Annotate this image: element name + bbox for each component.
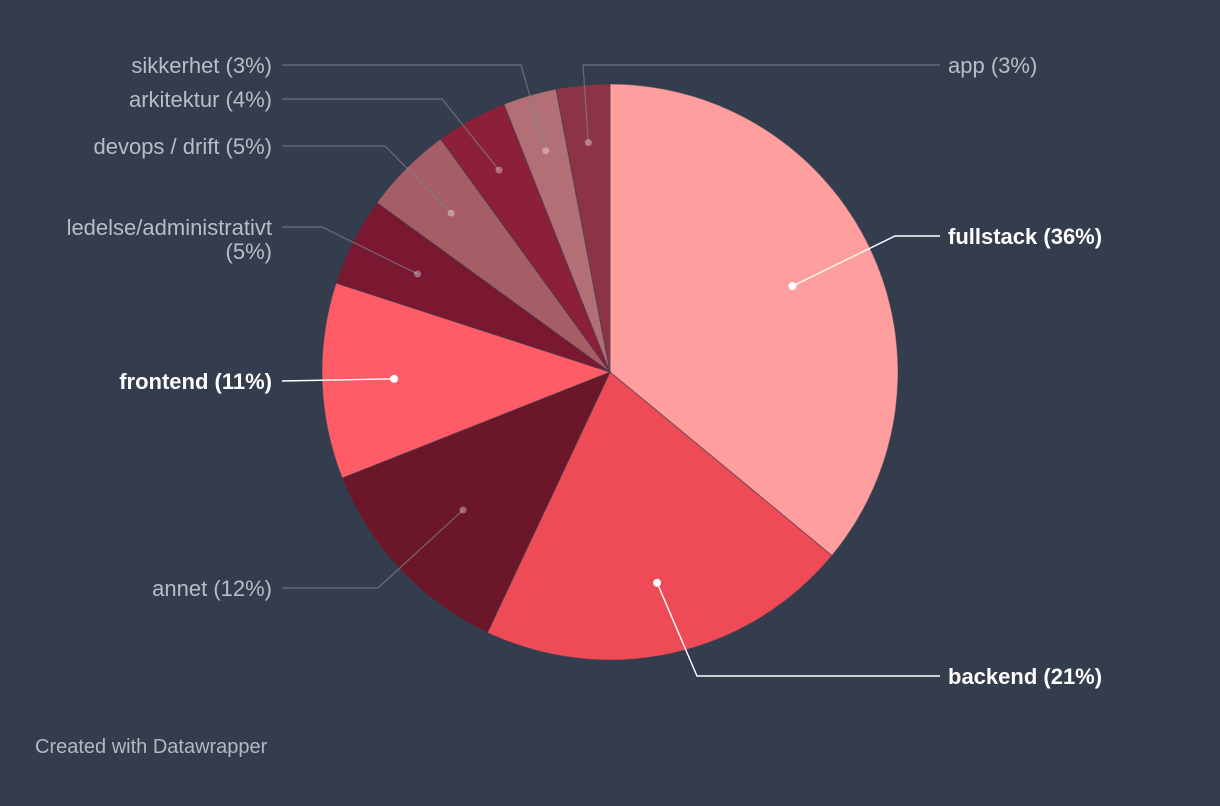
leader-line-fullstack [792,235,940,287]
slice-label-name: app [948,53,985,78]
pie-slice-annet[interactable] [341,371,611,634]
slice-label-arkitektur: arkitektur (4%) [129,87,272,112]
leader-dot-annet [459,506,467,514]
slice-label-app: app (3%) [948,53,1037,78]
pie-slice-frontend[interactable] [321,282,612,479]
leader-dot-backend [653,578,662,587]
leader-line-ledelse-administrativt [282,226,418,275]
slice-label-backend: backend (21%) [948,664,1102,689]
pie-slices [321,83,899,661]
slice-label-name: devops / drift [93,134,219,159]
slice-label-name: ledelse/administrativt [67,215,272,240]
slice-label-percent: (4%) [219,87,272,112]
leader-line-backend [656,582,940,677]
leader-line-devops-drift [282,145,452,214]
leader-line-sikkerhet [282,64,547,151]
leader-dot-arkitektur [495,166,503,174]
slice-label-percent: (3%) [985,53,1038,78]
slice-label-ledelse-administrativt: ledelse/administrativt (5%) [67,215,272,264]
slice-label-percent: (12%) [207,576,272,601]
slice-label-percent: (3%) [219,53,272,78]
slice-label-percent: (21%) [1037,664,1102,689]
leader-dot-frontend [390,374,399,383]
slice-label-name: sikkerhet [131,53,219,78]
slice-label-name: frontend [119,369,208,394]
slice-label-fullstack: fullstack (36%) [948,224,1102,249]
leader-dot-fullstack [788,282,797,291]
slice-label-annet: annet (12%) [152,576,272,601]
slice-label-name: fullstack [948,224,1038,249]
pie-labels: fullstack (36%) backend (21%) annet (12%) f… [67,53,1103,689]
slice-label-percent: (5%) [226,239,272,264]
slice-label-percent: (5%) [219,134,272,159]
slice-label-sikkerhet: sikkerhet (3%) [131,53,272,78]
leader-line-arkitektur [282,98,500,171]
leader-line-app [582,64,940,143]
slice-label-name: arkitektur [129,87,219,112]
pie-slice-fullstack[interactable] [609,83,899,557]
slice-label-name: backend [948,664,1037,689]
leader-dot-sikkerhet [542,147,550,155]
leader-dot-ledelse-administrativt [414,270,422,278]
pie-slice-app[interactable] [555,83,611,373]
slice-label-frontend: frontend (11%) [119,369,272,394]
leader-dot-app [584,139,592,147]
slice-label-devops-drift: devops / drift (5%) [93,134,272,159]
slice-label-percent: (11%) [208,369,272,394]
slice-label-percent: (36%) [1037,224,1102,249]
leader-line-annet [282,509,464,589]
leader-dot-devops-drift [447,209,455,217]
datawrapper-credit: Created with Datawrapper [35,736,268,758]
leader-line-frontend [281,378,395,382]
pie-slice-backend[interactable] [486,371,833,661]
slice-label-name: annet [152,576,207,601]
